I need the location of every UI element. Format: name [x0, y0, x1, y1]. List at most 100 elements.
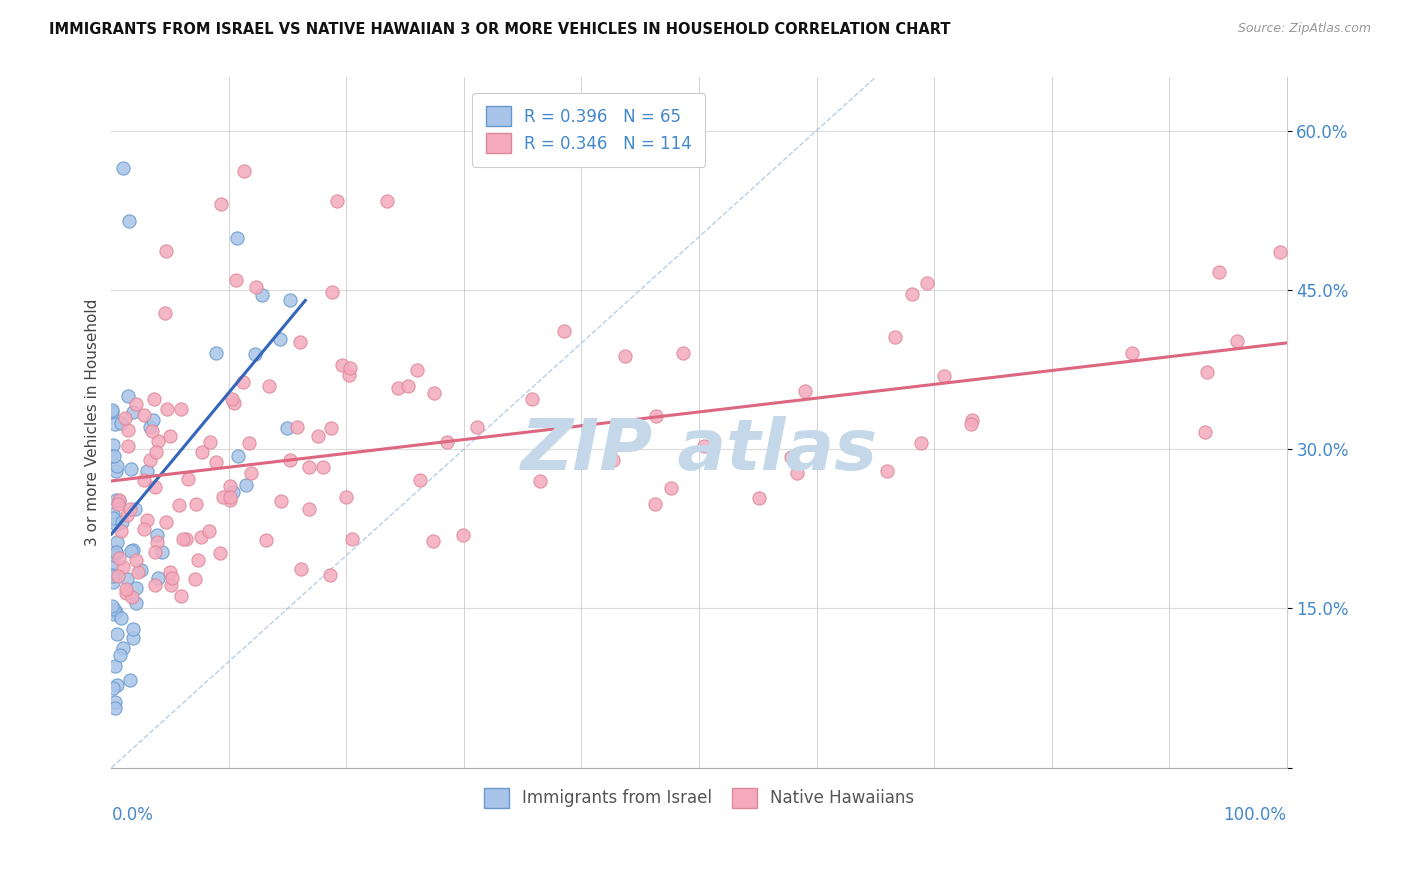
Point [105, 627, 128, 641]
Point [159, 565, 181, 579]
Point [287, 420, 309, 434]
Point [170, 589, 193, 603]
Point [240, 466, 263, 480]
Point [326, 194, 349, 208]
Point [112, 560, 135, 574]
Point [222, 396, 245, 410]
Point [101, 569, 124, 583]
Point [145, 535, 167, 549]
Point [187, 553, 209, 567]
Point [553, 324, 575, 338]
Point [129, 563, 152, 577]
Point [120, 462, 142, 476]
Point [423, 386, 446, 401]
Point [693, 439, 716, 453]
Point [124, 502, 146, 516]
Point [405, 363, 427, 377]
Point [121, 631, 143, 645]
Point [105, 464, 128, 478]
Point [108, 550, 131, 565]
Point [136, 513, 159, 527]
Point [208, 546, 231, 560]
Point [1195, 365, 1218, 379]
Point [101, 511, 124, 525]
Point [198, 524, 221, 538]
Point [159, 429, 181, 443]
Point [141, 424, 163, 438]
Point [184, 573, 207, 587]
Point [104, 695, 127, 709]
Point [219, 478, 242, 492]
Point [121, 590, 143, 604]
Point [103, 548, 125, 562]
Point [232, 375, 254, 389]
Point [101, 403, 124, 417]
Point [103, 450, 125, 464]
Point [110, 648, 132, 662]
Point [101, 567, 124, 582]
Point [672, 346, 695, 360]
Point [101, 575, 124, 590]
Point [104, 700, 127, 714]
Point [1268, 244, 1291, 259]
Point [103, 602, 125, 616]
Point [1208, 265, 1230, 279]
Point [259, 379, 281, 393]
Point [143, 480, 166, 494]
Point [396, 379, 419, 393]
Point [226, 231, 249, 245]
Point [900, 287, 922, 301]
Point [118, 214, 141, 228]
Point [105, 516, 128, 531]
Point [143, 392, 166, 407]
Point [111, 515, 134, 529]
Point [184, 497, 207, 511]
Point [1121, 346, 1143, 360]
Point [111, 641, 134, 656]
Point [105, 546, 128, 560]
Point [100, 558, 122, 572]
Point [932, 369, 955, 384]
Point [134, 473, 156, 487]
Point [298, 459, 321, 474]
Point [117, 439, 139, 453]
Point [110, 610, 132, 624]
Point [160, 578, 183, 592]
Point [138, 452, 160, 467]
Point [613, 349, 636, 363]
Point [1194, 425, 1216, 439]
Point [228, 449, 250, 463]
Point [645, 409, 668, 424]
Point [145, 545, 167, 559]
Point [337, 368, 360, 382]
Point [330, 359, 353, 373]
Point [375, 194, 398, 209]
Point [200, 434, 222, 449]
Point [125, 397, 148, 411]
Point [278, 453, 301, 467]
Point [145, 444, 167, 458]
Point [177, 472, 200, 486]
Point [307, 428, 329, 442]
Point [794, 384, 817, 398]
Legend: Immigrants from Israel, Native Hawaiians: Immigrants from Israel, Native Hawaiians [477, 780, 921, 814]
Point [245, 280, 267, 294]
Point [520, 392, 543, 407]
Point [127, 565, 149, 579]
Point [107, 497, 129, 511]
Text: 0.0%: 0.0% [111, 805, 153, 823]
Point [910, 436, 932, 450]
Point [143, 578, 166, 592]
Point [276, 421, 298, 435]
Point [340, 532, 363, 546]
Point [876, 464, 898, 478]
Point [174, 532, 197, 546]
Point [105, 534, 128, 549]
Point [101, 507, 124, 521]
Point [112, 161, 135, 175]
Point [124, 582, 146, 596]
Point [172, 532, 194, 546]
Point [254, 533, 277, 548]
Point [408, 473, 430, 487]
Point [243, 346, 266, 360]
